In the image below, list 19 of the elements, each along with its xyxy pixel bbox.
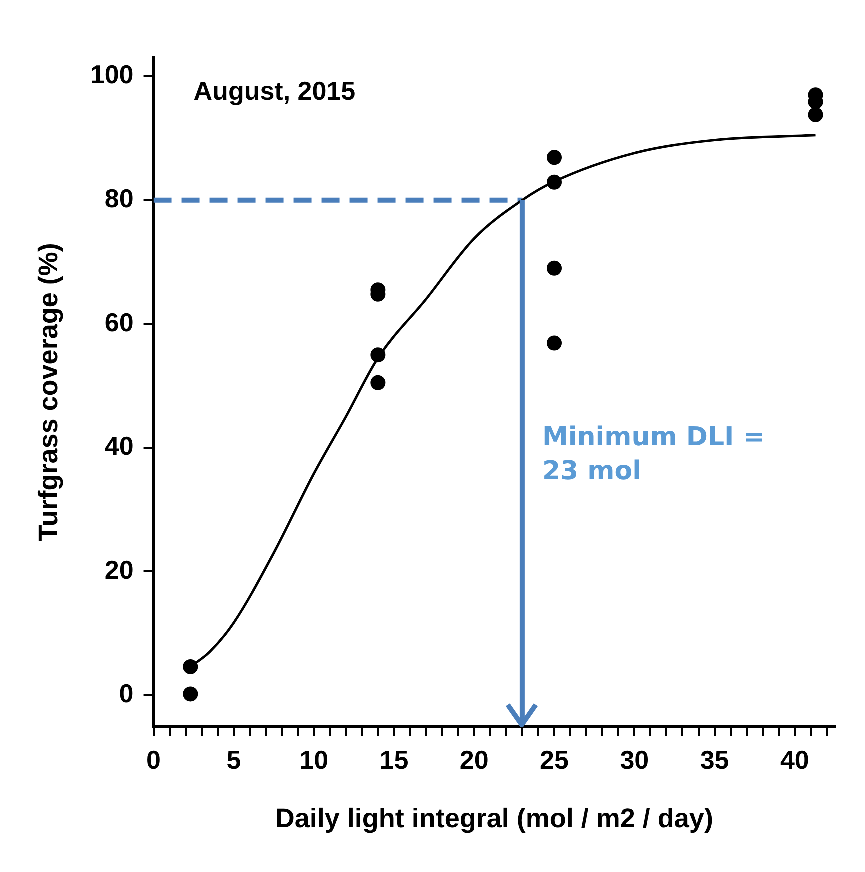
- x-tick-label: 35: [700, 745, 730, 776]
- x-tick-label: 15: [380, 745, 409, 776]
- y-tick-label: 40: [104, 431, 134, 462]
- x-tick-label: 30: [620, 745, 650, 776]
- y-tick-label: 80: [104, 184, 134, 214]
- y-tick-label: 0: [119, 678, 134, 709]
- x-tick-label: 20: [460, 745, 489, 776]
- x-tick-label: 10: [300, 745, 329, 776]
- x-tick-label: 25: [540, 745, 569, 776]
- x-tick-label: 0: [146, 745, 162, 776]
- y-axis-title: Turfgrass coverage (%): [34, 243, 64, 542]
- annotation: August, 2015: [194, 76, 356, 106]
- x-tick-label: 40: [780, 745, 810, 776]
- x-axis-title: Daily light integral (mol / m2 / day): [275, 803, 714, 834]
- x-tick-label: 5: [226, 745, 242, 776]
- y-tick-label: 100: [90, 60, 134, 90]
- y-tick-label: 20: [104, 554, 134, 585]
- y-tick-label: 60: [104, 307, 134, 338]
- ref-line-label: Minimum DLI = 23 mol: [542, 422, 766, 486]
